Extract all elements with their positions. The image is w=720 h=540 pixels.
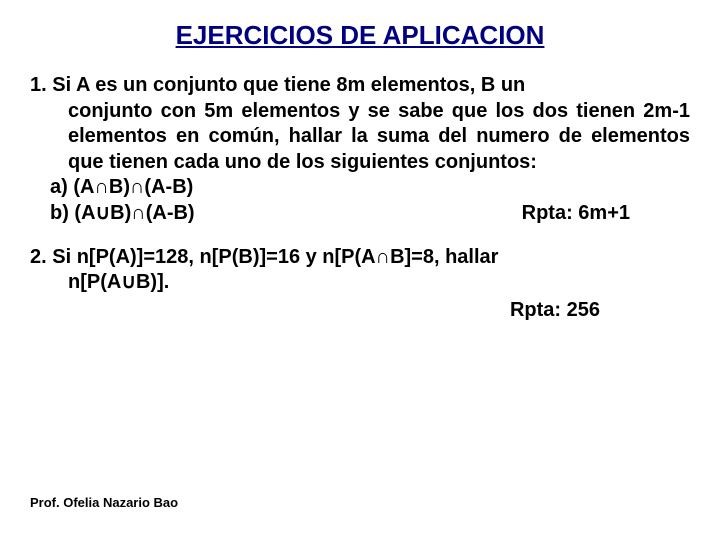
problem-2-text-body: n[P(A∪B)]. — [68, 271, 169, 293]
problem-1-part-a: a) (A∩B)∩(A-B) — [50, 175, 690, 201]
problem-1-part-b: b) (A∪B)∩(A-B) — [50, 201, 195, 227]
problem-1-text-body: conjunto con 5m elementos y se sabe que … — [68, 100, 690, 173]
footer-author: Prof. Ofelia Nazario Bao — [30, 495, 178, 510]
problem-2-number: 2. — [30, 245, 47, 271]
problem-2: 2. Si n[P(A)]=128, n[P(B)]=16 y n[P(A∩B]… — [30, 245, 690, 324]
problem-2-answer: Rpta: 256 — [30, 298, 690, 324]
problem-1-answer: Rpta: 6m+1 — [522, 201, 690, 227]
slide-title: EJERCICIOS DE APLICACION — [30, 20, 690, 51]
problem-1-number: 1. — [30, 73, 47, 99]
problem-1-text-start: Si A es un conjunto que tiene 8m element… — [52, 74, 525, 96]
problem-2-text-start: Si n[P(A)]=128, n[P(B)]=16 y n[P(A∩B]=8,… — [52, 246, 498, 268]
problem-1: 1. Si A es un conjunto que tiene 8m elem… — [30, 73, 690, 227]
